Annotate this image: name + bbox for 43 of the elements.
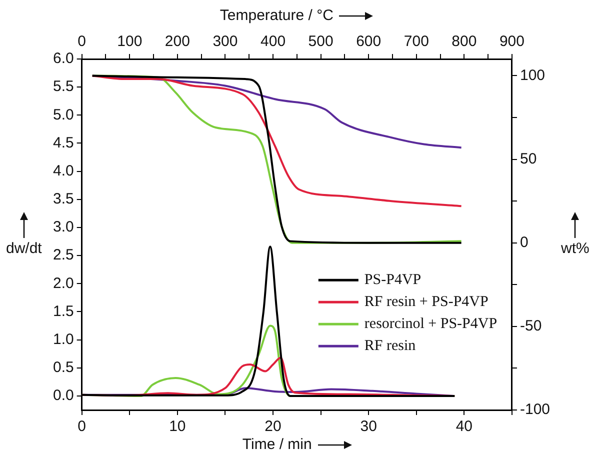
y2-tick-label: 50	[520, 150, 537, 168]
y2-tick-label: -100	[520, 401, 550, 418]
x2-tick-label: 300	[212, 33, 238, 50]
x-tick-label: 0	[78, 418, 86, 436]
x-tick-label: 20	[264, 418, 282, 436]
y-tick-label: 3.5	[52, 190, 74, 208]
y-tick-label: 0.5	[52, 359, 74, 376]
legend-label: PS-P4VP	[364, 272, 422, 288]
y2-tick-label: 100	[520, 66, 546, 84]
y2-axis-title: wt%	[561, 240, 590, 257]
y-tick-label: 4.0	[52, 162, 74, 180]
y-tick-label: 1.5	[52, 302, 74, 320]
y-tick-label: 4.5	[52, 134, 74, 152]
x2-tick-label: 500	[308, 33, 334, 50]
legend-label: RF resin	[364, 338, 416, 354]
x2-tick-label: 800	[452, 33, 477, 50]
x2-tick-label: 0	[78, 33, 86, 50]
x-tick-label: 40	[456, 418, 473, 436]
line-series	[91, 74, 462, 208]
y-tick-label: 0.0	[52, 387, 74, 404]
y-axis-title: dw/dt	[6, 240, 42, 257]
y2-tick-label: -50	[520, 318, 542, 335]
y-tick-label: 1.0	[52, 330, 74, 348]
line-series	[91, 74, 462, 244]
y-tick-label: 2.0	[52, 274, 74, 292]
x-axis-title: Time / min	[242, 436, 312, 453]
x2-tick-label: 400	[260, 33, 286, 50]
y2-tick-label: 0	[520, 234, 528, 251]
legend-label: resorcinol + PS-P4VP	[364, 316, 498, 332]
x2-axis-title: Temperature / °C	[220, 7, 334, 24]
x2-tick-label: 900	[499, 33, 524, 50]
y-tick-label: 2.5	[52, 246, 74, 264]
y-tick-label: 3.0	[52, 218, 74, 236]
x-tick-label: 10	[169, 418, 186, 436]
legend-label: RF resin + PS-P4VP	[364, 294, 488, 310]
x2-tick-label: 200	[164, 33, 190, 50]
x-tick-label: 30	[360, 418, 377, 436]
y-tick-label: 6.0	[52, 50, 74, 68]
x2-tick-label: 700	[404, 33, 429, 50]
y-tick-label: 5.0	[52, 106, 74, 124]
x2-tick-label: 100	[117, 33, 142, 50]
y-tick-label: 5.5	[52, 78, 74, 96]
x2-tick-label: 600	[356, 33, 382, 50]
